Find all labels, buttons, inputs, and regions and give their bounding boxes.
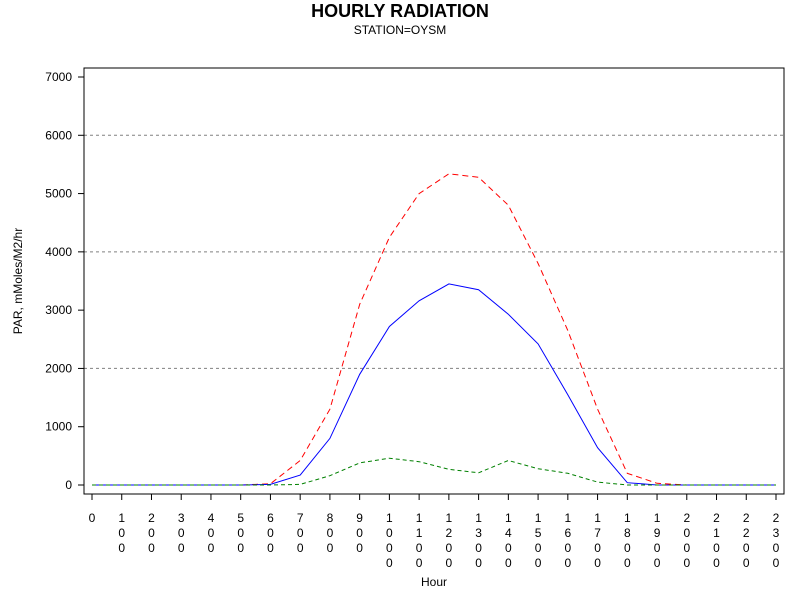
series-line-1 [92,173,776,486]
chart-title: HOURLY RADIATION [311,1,489,21]
y-tick-label: 4000 [45,245,72,259]
y-tick-label: 7000 [45,70,72,84]
y-tick-label: 1000 [45,420,72,434]
x-tick-label: 0 [89,511,96,525]
y-axis: 0 1000 2000 3000 4000 5000 6000 7000 [45,70,84,492]
y-tick-label: 5000 [45,187,72,201]
chart-subtitle: STATION=OYSM [353,23,447,37]
y-tick-label: 3000 [45,303,72,317]
y-tick-label: 6000 [45,128,72,142]
series-line-3 [92,457,776,486]
x-axis-label: Hour [421,575,447,589]
y-tick-label: 0 [65,478,72,492]
y-tick-label: 2000 [45,361,72,375]
grid-lines [84,134,784,369]
y-axis-label: PAR, mMoles/M2/hr [11,228,25,334]
series-lines [92,173,776,486]
x-axis: 0 1 0 0 2 0 0 3 0 0 4 0 0 5 0 0 6 0 0 7 0 0 8 0 0 9 0 0 1 0 0 0 1 1 0 0 1 2 0 0… [89,494,780,570]
series-line-2 [92,283,776,486]
plot-frame [83,67,785,495]
